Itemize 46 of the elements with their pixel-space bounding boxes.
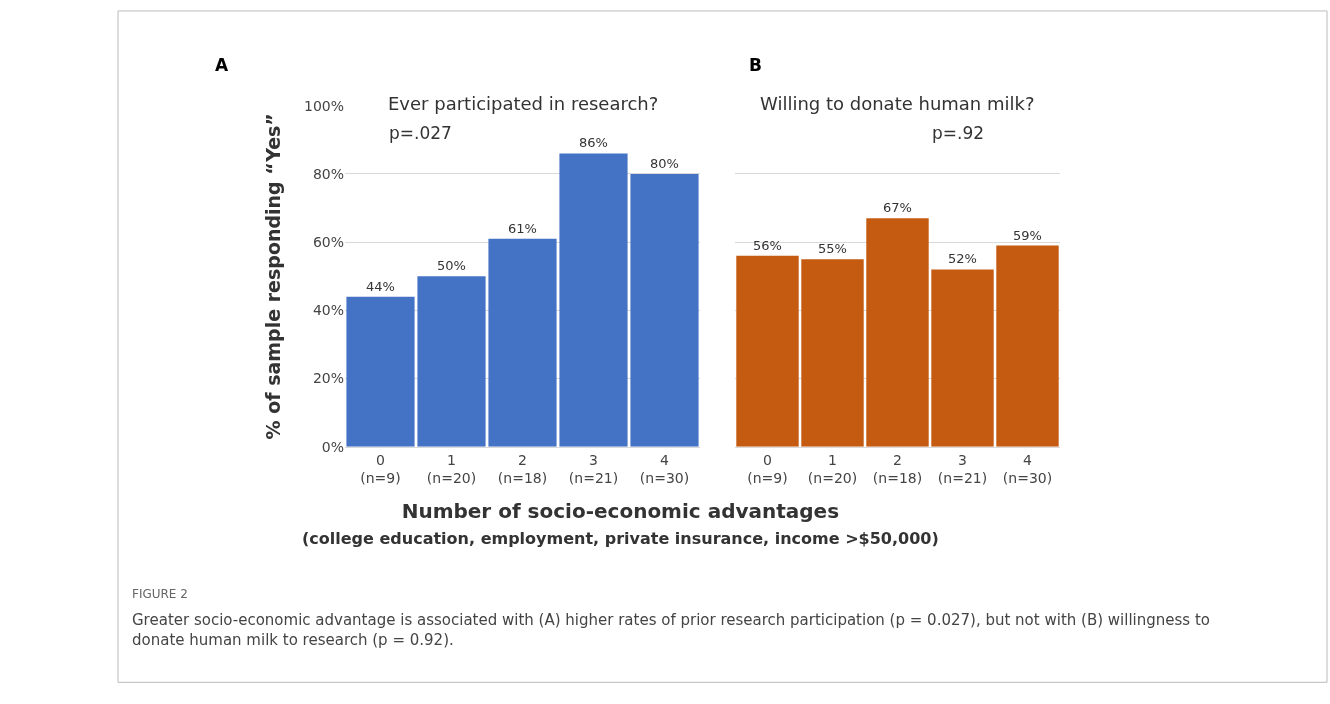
- data-label: 44%: [366, 278, 395, 294]
- y-tick-label: 60%: [312, 234, 344, 251]
- data-label: 67%: [883, 200, 912, 216]
- y-tick-label: 40%: [312, 302, 344, 319]
- bar: [866, 218, 929, 447]
- bar: [801, 259, 864, 447]
- data-label: 50%: [437, 258, 466, 274]
- data-label: 59%: [1013, 227, 1042, 243]
- x-tick-label: 3 (n=21): [937, 451, 988, 486]
- x-tick-label: 3 (n=21): [568, 451, 619, 486]
- text: Greater socio-economic advantage is associated with (A) higher rates of prior research participation (p = 0.027), but not with (B) willingness to donate human milk to research (p = 0.92).: [132, 611, 1210, 649]
- y-tick-label: 80%: [312, 165, 344, 182]
- x-tick-label: 0 (n=9): [360, 451, 401, 486]
- chart-title: Ever participated in research?: [388, 93, 659, 114]
- x-tick-label: 0 (n=9): [747, 451, 788, 486]
- bar: [346, 296, 415, 447]
- x-tick-label: 2 (n=18): [872, 451, 923, 486]
- data-label: 52%: [948, 251, 977, 267]
- annotation: p=.027: [389, 123, 452, 143]
- y-tick-label: 0%: [321, 438, 344, 455]
- bar: [417, 276, 486, 447]
- data-label: 80%: [650, 155, 679, 171]
- data-label: 61%: [508, 220, 537, 236]
- caption: FIGURE 2: [132, 587, 188, 601]
- x-tick-label: 1 (n=20): [426, 451, 477, 486]
- bar: [996, 245, 1059, 447]
- text: A: [215, 55, 229, 75]
- bar: [931, 269, 994, 447]
- annotation: p=.92: [932, 123, 985, 143]
- y-tick-label: 100%: [303, 97, 344, 114]
- data-label: 86%: [579, 135, 608, 151]
- x-tick-label: 4 (n=30): [1002, 451, 1053, 486]
- bar: [559, 153, 628, 447]
- y-axis-title: % of sample responding “Yes”: [261, 113, 284, 440]
- x-axis-title: Number of socio-economic advantages (college education, employment, private insurance, income >$50,000): [302, 499, 939, 548]
- bar: [630, 173, 699, 447]
- text: B: [749, 55, 762, 75]
- data-label: 55%: [818, 241, 847, 257]
- x-tick-label: 2 (n=18): [497, 451, 548, 486]
- y-tick-label: 20%: [312, 370, 344, 387]
- x-tick-label: 1 (n=20): [807, 451, 858, 486]
- chart-title: Willing to donate human milk?: [760, 93, 1035, 114]
- x-tick-label: 4 (n=30): [639, 451, 690, 486]
- bar: [736, 255, 799, 447]
- data-label: 56%: [753, 237, 782, 253]
- bar: [488, 238, 557, 447]
